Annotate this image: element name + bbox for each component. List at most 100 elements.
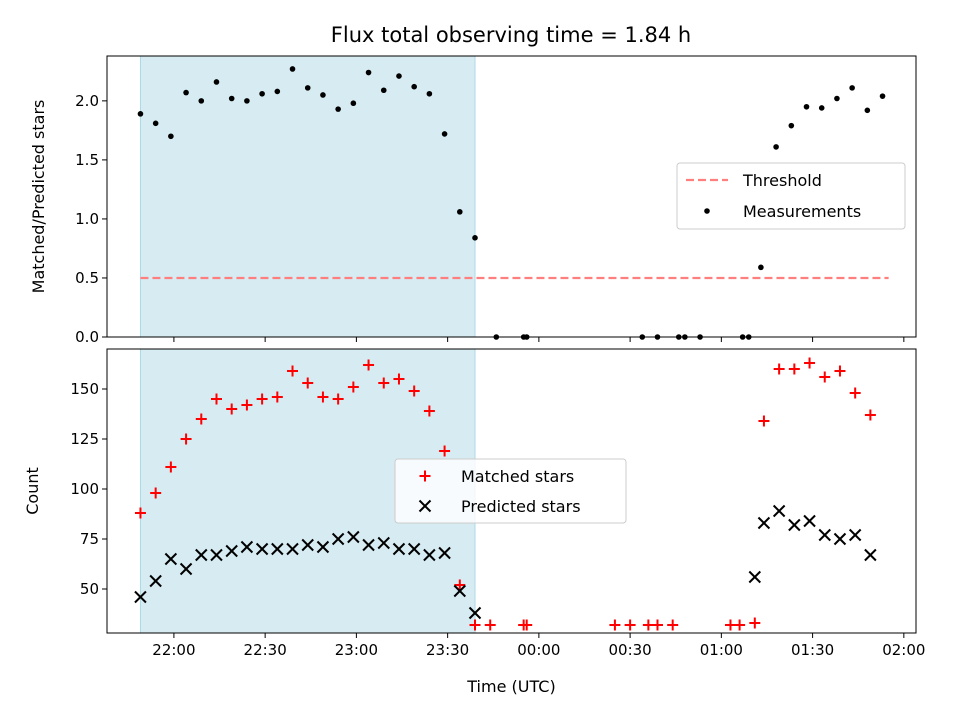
- measurement-point-8: [259, 90, 265, 97]
- measurement-point-1: [152, 120, 159, 127]
- matched-point-10: [287, 365, 299, 377]
- bottom-xtick-label: 02:00: [882, 641, 925, 659]
- top-x-axis: [173, 337, 905, 342]
- bottom-xtick-label: 01:00: [700, 641, 743, 659]
- x-axis-label: Time (UTC): [466, 677, 555, 696]
- top-shaded-region: [139, 55, 476, 338]
- bottom-xtick-label: 22:30: [244, 641, 287, 659]
- predicted-point-9: [271, 542, 284, 556]
- top-y-axis: 0.0 0.5 1.0 1.5 2.0: [75, 92, 107, 346]
- matched-point-36: [788, 363, 800, 375]
- predicted-point-13: [331, 532, 345, 546]
- matched-point-13: [332, 393, 344, 405]
- predicted-point-15: [362, 538, 375, 552]
- matched-point-33: [749, 617, 761, 629]
- measurement-point-20: [441, 131, 448, 137]
- bottom-xtick-label: 22:00: [152, 641, 195, 659]
- predicted-point-27: [803, 514, 816, 528]
- predicted-point-8: [255, 542, 269, 556]
- measurement-point-6: [228, 95, 235, 102]
- measurement-point-36: [803, 103, 810, 110]
- predicted-point-29: [833, 532, 847, 546]
- predicted-point-7: [240, 540, 254, 554]
- measurement-point-11: [304, 85, 311, 91]
- matched-point-15: [363, 359, 375, 371]
- predicted-point-1: [149, 574, 162, 588]
- legend-measurements-swatch: [704, 208, 710, 214]
- bottom-y-axis: 50 75 100 125 150: [70, 380, 107, 598]
- predicted-point-31: [864, 548, 877, 562]
- bottom-ytick-label: 75: [80, 530, 99, 548]
- matched-point-19: [423, 405, 435, 417]
- measurement-point-17: [396, 73, 402, 79]
- matched-point-5: [210, 393, 222, 405]
- measurement-point-15: [365, 69, 372, 76]
- matched-point-34: [758, 415, 770, 427]
- bottom-xtick-label: 01:30: [791, 641, 834, 659]
- measurement-point-22: [472, 235, 478, 241]
- measurement-point-14: [350, 100, 357, 107]
- chart-title: Flux total observing time = 1.84 h: [331, 23, 691, 47]
- predicted-point-17: [392, 542, 406, 556]
- measurement-point-39: [849, 85, 855, 91]
- matched-point-0: [134, 507, 146, 519]
- measurement-point-7: [244, 98, 250, 104]
- top-legend: Threshold Measurements: [676, 162, 906, 230]
- measurement-point-21: [456, 209, 463, 215]
- bottom-ytick-label: 50: [80, 580, 99, 598]
- bottom-legend: Matched stars Predicted stars: [394, 458, 627, 524]
- measurement-point-40: [864, 107, 871, 114]
- top-ytick-label: 1.5: [75, 151, 99, 169]
- predicted-point-30: [848, 528, 862, 542]
- predicted-point-4: [195, 548, 208, 562]
- matched-point-4: [195, 413, 207, 425]
- measurement-point-37: [818, 105, 825, 111]
- predicted-point-22: [468, 606, 482, 620]
- matched-point-32: [734, 619, 746, 631]
- matched-point-39: [834, 365, 846, 377]
- legend-matched-label: Matched stars: [461, 467, 574, 486]
- bottom-legend-box: [394, 458, 627, 524]
- predicted-point-2: [164, 552, 178, 566]
- matched-point-18: [408, 385, 420, 397]
- bottom-xtick-label: 23:30: [426, 641, 469, 659]
- predicted-point-12: [316, 540, 330, 554]
- matched-point-9: [271, 391, 283, 403]
- predicted-point-21: [453, 584, 467, 598]
- matched-point-6: [226, 403, 238, 415]
- matched-point-41: [864, 409, 876, 421]
- matched-point-35: [773, 363, 785, 375]
- top-legend-box: [676, 162, 906, 230]
- top-axes-frame: [106, 55, 917, 338]
- top-y-axis-label: Matched/Predicted stars: [29, 100, 48, 294]
- predicted-point-14: [347, 530, 360, 544]
- legend-measurements-label: Measurements: [743, 202, 861, 221]
- predicted-point-28: [818, 528, 831, 542]
- bottom-xtick-label: 23:00: [335, 641, 378, 659]
- predicted-point-25: [772, 504, 786, 518]
- bottom-ytick-label: 125: [70, 430, 99, 448]
- measurement-point-10: [289, 66, 296, 72]
- bottom-ytick-label: 100: [70, 480, 99, 498]
- measurement-point-5: [213, 79, 220, 85]
- legend-threshold-label: Threshold: [742, 171, 822, 190]
- matched-point-20: [439, 445, 451, 457]
- measurement-point-19: [426, 90, 433, 97]
- bottom-xtick-label: 00:00: [517, 641, 560, 659]
- predicted-point-3: [179, 562, 193, 576]
- measurement-point-3: [183, 89, 189, 96]
- legend-predicted-swatch: [418, 499, 432, 513]
- matched-point-26: [609, 619, 621, 631]
- predicted-point-6: [225, 544, 238, 558]
- predicted-point-11: [301, 538, 314, 552]
- measurement-point-33: [758, 264, 764, 271]
- matched-point-23: [484, 619, 496, 631]
- top-panel: 0.00.51.01.52.0 Matched/Predicted stars …: [29, 55, 917, 346]
- legend-matched-swatch: [419, 470, 431, 482]
- legend-matched-marker: [419, 470, 431, 482]
- predicted-point-16: [377, 536, 390, 550]
- measurement-point-0: [137, 111, 144, 117]
- measurement-point-13: [335, 106, 341, 112]
- matched-point-17: [393, 373, 405, 385]
